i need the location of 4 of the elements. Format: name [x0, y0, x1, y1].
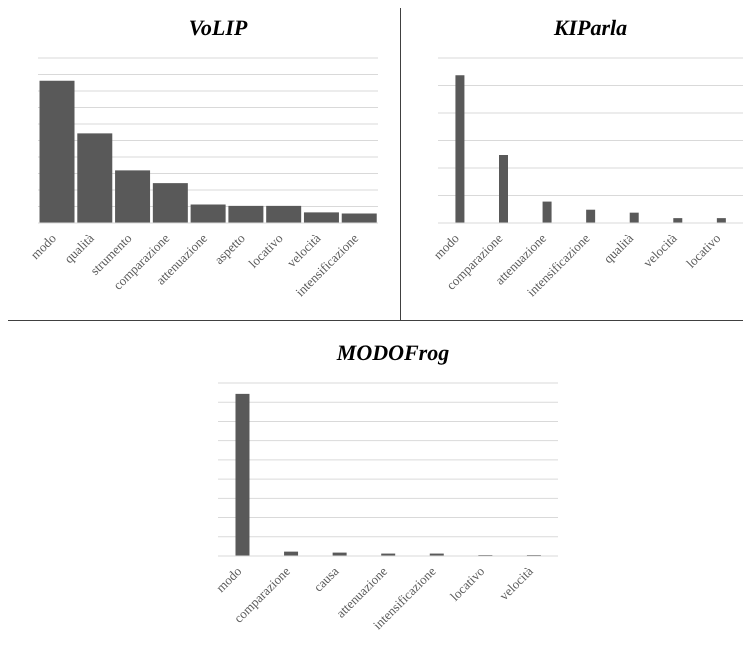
- chart-title: MODOFrog: [336, 339, 450, 367]
- x-tick-label: causa: [310, 563, 342, 595]
- chart-title: VoLIP: [188, 14, 248, 42]
- chart-title: KIParla: [552, 14, 628, 42]
